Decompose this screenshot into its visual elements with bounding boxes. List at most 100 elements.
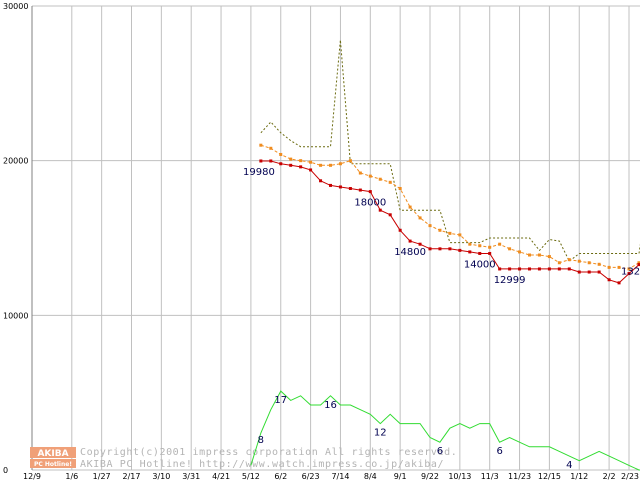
series-number-of-shops [250,390,640,471]
data-point [607,265,611,269]
data-point [378,177,382,181]
x-tick-label: 11/23 [508,472,531,480]
data-label: 4 [566,460,572,471]
series-line [260,144,640,270]
data-point [338,185,342,189]
data-point [448,247,452,251]
x-tick-label: 9/1 [394,472,407,480]
horizontal-gridlines [32,5,640,471]
data-point [537,267,541,271]
data-point [299,165,303,169]
x-tick-label: 2/2 [603,472,616,480]
x-tick-label: 1/6 [65,472,78,480]
data-label: 14000 [464,259,496,270]
data-point [617,265,621,269]
x-tick-label: 1/27 [93,472,111,480]
data-label: 18000 [354,198,386,209]
series-layer [250,39,640,471]
logo-bottom-text: PC Hotline! [34,461,72,468]
data-point [518,267,522,271]
x-tick-label: 3/31 [182,472,200,480]
x-tick-label: 9/22 [421,472,439,480]
data-point [637,261,640,265]
data-point [368,174,372,178]
data-point [617,281,621,285]
data-point [508,267,512,271]
data-point [398,228,402,232]
data-point [508,247,512,251]
x-tick-label: 11/3 [481,472,499,480]
data-point [577,259,581,263]
data-point [348,187,352,191]
data-label: 17 [274,395,287,406]
data-point [468,242,472,246]
data-point [438,247,442,251]
data-point [478,244,482,248]
x-tick-label: 7/14 [331,472,349,480]
data-label: 19980 [243,167,275,178]
data-point [577,270,581,274]
data-point [279,162,283,166]
data-point [528,253,531,257]
data-point [438,228,442,232]
series-max-price [260,39,640,262]
data-point [289,157,293,161]
data-point [368,190,372,194]
x-tick-label: 2/23 [621,472,639,480]
data-point [557,267,561,271]
data-point [329,183,332,187]
x-tick-label: 8/4 [364,472,377,480]
x-tick-label: 12/15 [538,472,561,480]
data-point [398,187,402,191]
logo-top-text: AKIBA [37,449,68,459]
data-point [358,171,362,175]
data-label: 6 [437,446,443,457]
watermark: AKIBA PC Hotline! Copyright(c)2001 impre… [30,447,457,470]
data-point [587,270,591,274]
series-average-price [259,143,640,271]
data-point [607,278,611,282]
data-point [597,270,601,274]
x-tick-label: 4/21 [212,472,230,480]
data-point [269,146,273,150]
data-point [388,213,392,217]
data-point [587,261,591,265]
x-tick-label: 6/23 [302,472,320,480]
data-label: 8 [258,435,264,446]
data-point [567,267,571,271]
y-tick-label: 20000 [3,157,28,166]
data-point [478,251,482,255]
data-point [408,205,412,209]
data-label: 13280 [621,267,640,278]
copyright-line: Copyright(c)2001 impress corporation All… [80,447,457,458]
data-point [468,250,472,254]
x-axis-labels: 12/9 1/6 1/27 2/17 3/10 3/31 4/21 5/12 6/2 6/23 7/… [23,472,639,480]
series-line [260,39,640,262]
data-point [458,248,462,252]
series-line [260,160,640,284]
x-tick-label: 12/9 [23,472,41,480]
data-point [498,267,502,271]
data-point [259,143,263,147]
series-line [250,390,640,471]
data-point [289,163,293,167]
data-labels: 1998018000148001400012999132801197081716… [243,167,640,471]
y-tick-label: 30000 [3,2,28,11]
data-point [488,251,492,255]
data-point [299,159,303,163]
data-point [329,163,332,167]
data-point [279,152,283,156]
data-point [537,253,541,257]
data-point [319,163,323,167]
data-point [458,233,462,237]
data-point [338,162,342,166]
data-point [259,159,263,163]
data-label: 6 [496,446,502,457]
data-point [498,242,502,246]
data-label: 16 [324,400,337,411]
data-point [627,267,631,271]
data-point [637,263,640,267]
x-tick-label: 3/10 [152,472,170,480]
